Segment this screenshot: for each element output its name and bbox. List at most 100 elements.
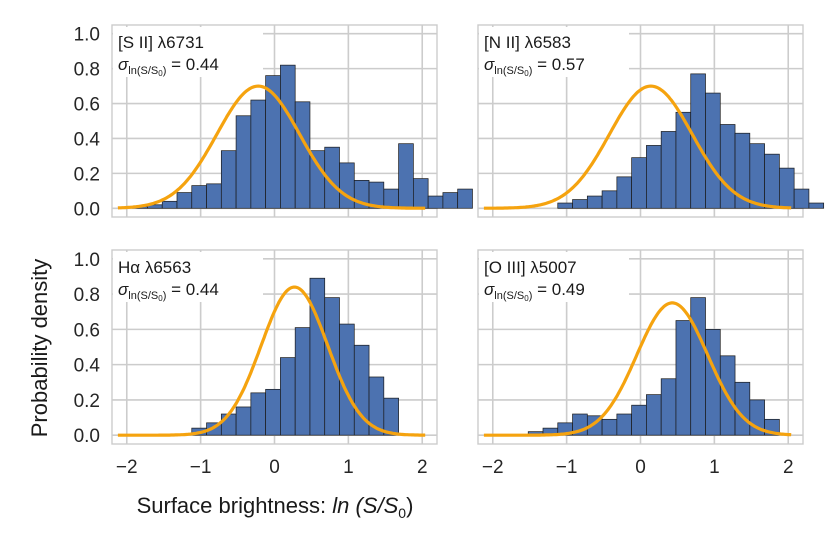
histogram-bar	[705, 92, 721, 209]
histogram-bar	[808, 202, 825, 209]
x-tick-label: −1	[190, 457, 212, 478]
x-tick-label: −2	[482, 457, 504, 478]
histogram-bar	[294, 101, 311, 209]
sigma-part: 0	[524, 69, 529, 78]
annotation-background	[479, 27, 629, 77]
histogram-bar	[220, 150, 237, 209]
sigma-part: σ	[118, 280, 129, 299]
panel-title: Hα λ6563	[118, 258, 191, 277]
x-tick-label: 1	[343, 457, 354, 478]
y-tick-label: 0.2	[74, 164, 100, 185]
histogram-bar	[719, 124, 736, 209]
plot-frame	[111, 249, 438, 445]
annotation-background	[479, 252, 629, 302]
sigma-part: 0	[158, 69, 163, 78]
histogram-bar	[176, 192, 193, 209]
histogram-bar	[631, 404, 647, 436]
histogram-bar	[457, 188, 473, 209]
x-axis-label-text: Surface brightness:	[137, 493, 333, 518]
sigma-part: )	[163, 290, 167, 302]
x-tick-label: 2	[783, 457, 794, 478]
x-tick-label: 2	[417, 457, 428, 478]
y-tick-label: 0.6	[74, 95, 100, 116]
y-tick-label: 1.0	[74, 250, 100, 271]
x-axis-label: Surface brightness: ln (S/S0)	[137, 493, 414, 521]
sigma-part: σ	[118, 55, 129, 74]
histogram-bar	[586, 195, 603, 209]
histogram-bar	[601, 418, 618, 436]
histogram-bar	[427, 195, 444, 209]
histogram-bar	[660, 131, 677, 209]
histogram-bar	[294, 327, 311, 436]
histogram-bar	[250, 392, 266, 436]
histogram-bar	[383, 188, 399, 209]
plot-frame	[111, 24, 438, 218]
sigma-part: = 0.57	[532, 55, 584, 74]
y-tick-label: 0.8	[74, 60, 100, 81]
histogram-bar	[161, 200, 178, 209]
sigma-part: 0	[524, 294, 529, 303]
histogram-bar	[631, 157, 647, 209]
histogram-bar	[309, 150, 326, 209]
sigma-part: )	[163, 65, 167, 77]
histogram-bar	[646, 394, 662, 436]
y-tick-label: 0.4	[74, 356, 101, 377]
histogram-bar	[206, 183, 222, 209]
histogram-bar	[250, 99, 266, 209]
x-tick-label: −2	[116, 457, 138, 478]
histogram-bar	[660, 378, 677, 436]
histogram-bar	[442, 192, 459, 209]
plot-frame	[477, 24, 804, 218]
sigma-annotation: σln(S/S0) = 0.57	[484, 55, 585, 78]
x-tick-label: 1	[709, 457, 720, 478]
y-tick-label: 1.0	[74, 25, 100, 46]
annotation-background	[113, 252, 263, 302]
histogram-bar	[383, 397, 399, 436]
sigma-part: ln(S/S	[494, 65, 524, 77]
sigma-annotation: σln(S/S0) = 0.44	[118, 55, 219, 78]
x-tick-label: 0	[269, 457, 280, 478]
sigma-part: 0	[158, 294, 163, 303]
histogram-bar	[235, 406, 252, 436]
annotation-background	[113, 27, 263, 77]
histogram-bar	[764, 153, 780, 209]
sigma-part: ln(S/S	[494, 290, 524, 302]
histogram-bar	[572, 199, 588, 209]
plot-frame	[477, 249, 804, 445]
panel-title: [S II] λ6731	[118, 33, 204, 52]
histogram-bar	[413, 178, 429, 209]
histogram-bar	[280, 357, 296, 436]
histogram-bar	[749, 143, 765, 209]
histogram-bar	[690, 297, 706, 436]
histogram-bar	[601, 190, 618, 209]
sigma-part: σ	[484, 55, 495, 74]
sigma-part: )	[529, 65, 533, 77]
panel-2: [N II] λ6583 σln(S/S0) = 0.57	[477, 24, 825, 218]
histogram-bar	[339, 162, 355, 209]
sigma-annotation: σln(S/S0) = 0.44	[118, 280, 219, 303]
y-tick-label: 0.2	[74, 391, 100, 412]
sigma-part: ln(S/S	[128, 290, 158, 302]
y-axis-label: Probability density	[27, 259, 52, 438]
sigma-annotation: σln(S/S0) = 0.49	[484, 280, 585, 303]
y-tick-label: 0.0	[74, 199, 100, 220]
panels-group: 0.0 0.2 0.4 0.6 0.8 1.0 [S II] λ6731 σln(S/S0) …	[74, 24, 825, 478]
panel-title: [N II] λ6583	[484, 33, 571, 52]
histogram-bar	[675, 320, 692, 436]
histogram-bar	[309, 277, 326, 436]
gaussian-fit-curve	[483, 84, 792, 210]
x-tick-label: 0	[635, 457, 646, 478]
histogram-bar	[616, 413, 632, 436]
histogram-bar	[398, 143, 414, 209]
panel-title: [O III] λ5007	[484, 258, 577, 277]
sigma-part: = 0.44	[166, 55, 218, 74]
y-tick-label: 0.6	[74, 320, 100, 341]
y-tick-label: 0.8	[74, 285, 100, 306]
sigma-part: = 0.44	[166, 280, 218, 299]
histogram-bar	[280, 64, 296, 209]
histogram-bar	[265, 388, 281, 436]
x-axis-label-sub: 0	[398, 505, 406, 521]
histogram-bar	[779, 167, 795, 209]
